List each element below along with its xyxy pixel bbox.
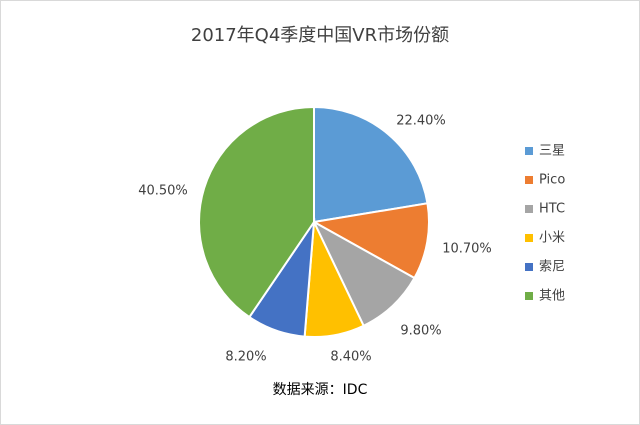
pie-slice-6 <box>198 105 315 319</box>
legend-swatch-6 <box>525 292 533 300</box>
legend-label-3: HTC <box>539 202 565 217</box>
legend-swatch-2 <box>525 176 533 184</box>
legend-swatch-1 <box>525 147 533 155</box>
pie-slice-2 <box>311 202 430 280</box>
legend-swatch-5 <box>525 263 533 271</box>
legend-swatch-4 <box>525 234 533 242</box>
legend-label-1: 三星 <box>539 144 565 159</box>
data-label-1: 22.40% <box>396 114 446 129</box>
legend-label-5: 索尼 <box>539 260 565 275</box>
source-note: 数据来源：IDC <box>272 382 368 398</box>
data-label-5: 8.20% <box>225 350 266 365</box>
data-label-2: 10.70% <box>442 242 492 257</box>
legend-label-2: Pico <box>539 173 565 188</box>
legend-swatch-3 <box>525 205 533 213</box>
data-label-6: 40.50% <box>138 184 188 199</box>
legend-label-4: 小米 <box>539 231 565 246</box>
data-label-4: 8.40% <box>330 350 371 365</box>
pie-slice-1 <box>313 105 429 224</box>
data-label-3: 9.80% <box>400 324 441 339</box>
chart-title: 2017年Q4季度中国VR市场份额 <box>190 25 450 46</box>
legend-label-6: 其他 <box>539 289 565 304</box>
